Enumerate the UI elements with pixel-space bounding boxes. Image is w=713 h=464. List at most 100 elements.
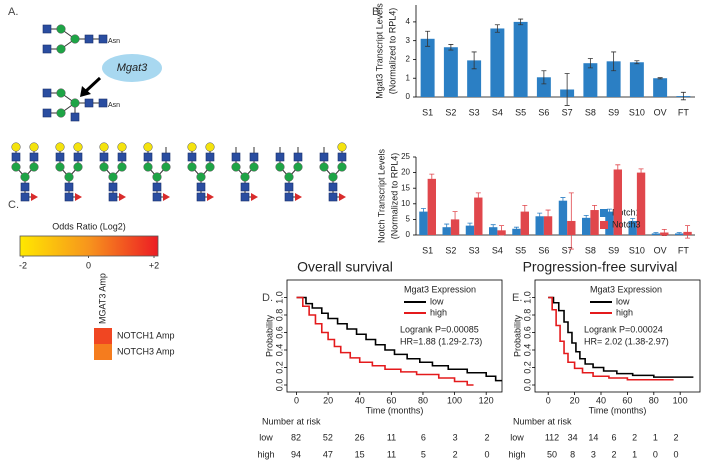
error-bar — [630, 218, 636, 224]
fucose — [207, 193, 214, 201]
x-axis-label: Time (months) — [366, 405, 424, 415]
glcnac — [117, 152, 127, 162]
risk-count: 112 — [545, 432, 559, 442]
bar — [490, 28, 505, 97]
y-tick-label: 4 — [406, 17, 411, 26]
x-tick-label: FT — [678, 107, 689, 117]
legend-label: low — [616, 296, 630, 306]
y-tick-label: 2 — [406, 55, 411, 64]
fucose — [31, 193, 38, 201]
risk-count: 26 — [355, 432, 365, 442]
panel-label: B. — [372, 6, 382, 18]
annotation: Logrank P=0.00024 — [584, 324, 663, 334]
glcnac — [328, 192, 338, 202]
glcnac — [98, 98, 108, 108]
glcnac — [337, 152, 347, 162]
bar — [467, 60, 482, 97]
panel-label: C. — [8, 199, 19, 211]
annotation: Logrank P=0.00085 — [400, 324, 479, 334]
arrow-head — [80, 86, 91, 97]
x-tick-label: S3 — [469, 107, 480, 117]
arrow-shaft — [84, 76, 102, 93]
x-tick-label: S2 — [445, 245, 456, 255]
x-tick-label: S9 — [608, 107, 619, 117]
risk-count: 3 — [591, 449, 596, 459]
x-tick-label: 100 — [673, 395, 688, 405]
mannose — [284, 172, 294, 182]
bar — [489, 227, 498, 235]
bar — [513, 21, 528, 98]
risk-count: 8 — [570, 449, 575, 459]
bar — [420, 38, 435, 97]
glcnac — [328, 182, 338, 192]
mannose — [64, 172, 74, 182]
glcnac — [284, 192, 294, 202]
colorbar-tick-label: +2 — [149, 260, 159, 270]
error-bar — [568, 192, 574, 250]
error-bar — [653, 232, 659, 235]
legend-label: high — [430, 307, 447, 317]
glcnac — [55, 152, 65, 162]
chart-title: Progression-free survival — [523, 259, 678, 275]
risk-count: 94 — [291, 449, 301, 459]
x-tick-label: S10 — [629, 245, 645, 255]
bar — [629, 62, 644, 97]
bar — [653, 78, 668, 97]
annotation: HR= 2.02 (1.38-2.97) — [584, 336, 669, 346]
glcnac — [98, 34, 108, 44]
heat-cell — [94, 344, 112, 360]
bar — [583, 63, 598, 97]
error-bar — [541, 70, 547, 85]
survival-curve — [548, 296, 694, 378]
glcnac — [152, 192, 162, 202]
x-tick-label: 0 — [546, 395, 551, 405]
survival-curve — [548, 296, 674, 381]
error-bar — [638, 168, 644, 177]
risk-count: 2 — [611, 449, 616, 459]
mannose — [249, 162, 259, 172]
risk-count: 14 — [588, 432, 598, 442]
mannose — [117, 162, 127, 172]
bar — [628, 220, 637, 235]
bar — [543, 216, 553, 235]
y-axis-label: (Normalized to RPL4) — [389, 153, 399, 240]
legend-label: Notch1 — [612, 207, 641, 217]
error-bar — [564, 73, 570, 106]
mannose — [99, 162, 109, 172]
risk-count: 47 — [323, 449, 333, 459]
bar — [419, 211, 428, 235]
glcnac — [42, 44, 52, 54]
risk-row-label: low — [259, 432, 273, 442]
error-bar — [611, 51, 617, 72]
glcnac — [84, 34, 94, 44]
risk-count: 6 — [611, 432, 616, 442]
error-bar — [513, 226, 519, 231]
mannose — [70, 34, 80, 44]
risk-count: 11 — [387, 432, 396, 442]
fucose — [295, 193, 302, 201]
glcnac — [42, 24, 52, 34]
risk-count: 0 — [673, 449, 678, 459]
colorbar-label: Odds Ratio (Log2) — [52, 221, 126, 231]
x-tick-label: S6 — [538, 245, 549, 255]
fucose — [339, 193, 346, 201]
plot-frame — [534, 279, 701, 393]
panel-label: A. — [8, 6, 18, 18]
mannose — [56, 108, 66, 118]
mannose — [56, 24, 66, 34]
glcnac — [284, 182, 294, 192]
bar — [605, 211, 614, 235]
mannose — [293, 162, 303, 172]
risk-table-title: Number at risk — [513, 416, 572, 426]
y-tick-label: 0.6 — [522, 326, 532, 339]
mannose — [20, 172, 30, 182]
error-bar — [490, 224, 496, 231]
risk-row-label: high — [508, 449, 525, 459]
glcnac — [73, 152, 83, 162]
x-tick-label: 20 — [570, 395, 580, 405]
risk-count: 1 — [632, 449, 637, 459]
y-tick-label: 0.4 — [522, 344, 532, 357]
error-bar — [680, 91, 686, 101]
risk-row-label: high — [257, 449, 274, 459]
risk-count: 1 — [653, 432, 658, 442]
